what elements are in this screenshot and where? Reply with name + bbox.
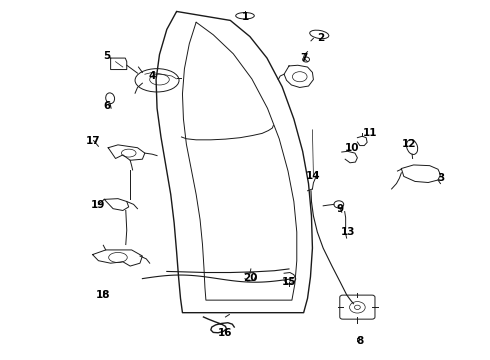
- Text: 7: 7: [300, 53, 307, 63]
- Text: 20: 20: [243, 273, 257, 283]
- Text: 8: 8: [356, 336, 364, 346]
- Text: 17: 17: [86, 136, 101, 145]
- Text: 5: 5: [103, 51, 111, 61]
- Text: 15: 15: [282, 277, 296, 287]
- Text: 18: 18: [96, 291, 111, 301]
- Text: 13: 13: [341, 227, 355, 237]
- Text: 14: 14: [306, 171, 321, 181]
- Text: 10: 10: [345, 143, 360, 153]
- Text: 6: 6: [103, 102, 111, 112]
- Text: 16: 16: [218, 328, 233, 338]
- Text: 19: 19: [91, 200, 106, 210]
- Text: 3: 3: [437, 173, 444, 183]
- Text: 9: 9: [337, 204, 344, 214]
- Text: 12: 12: [401, 139, 416, 149]
- Text: 2: 2: [317, 33, 324, 43]
- Text: 4: 4: [148, 71, 156, 81]
- Text: 1: 1: [242, 12, 248, 22]
- Text: 11: 11: [362, 129, 377, 138]
